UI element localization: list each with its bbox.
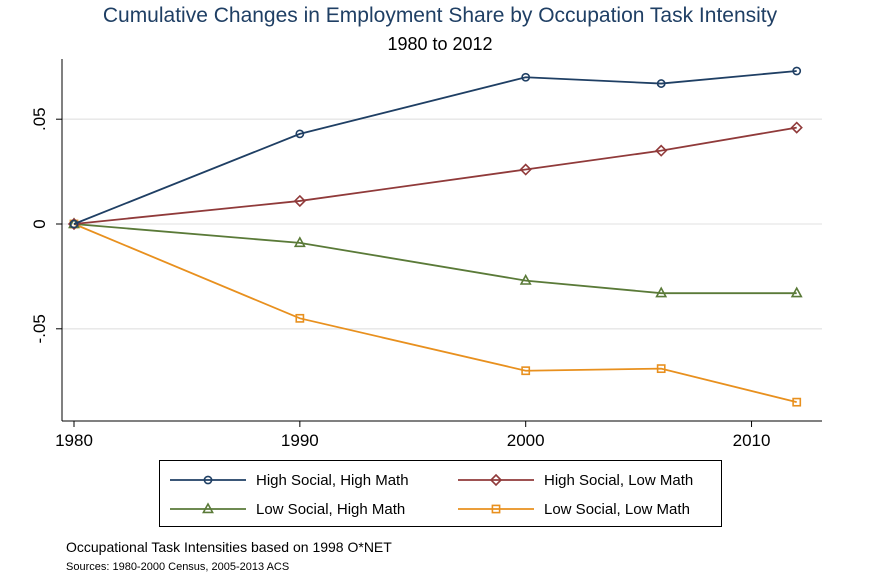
series-low-social-low-math: [69, 219, 802, 407]
x-tick-label: 1990: [281, 431, 319, 450]
x-tick-label: 2010: [733, 431, 771, 450]
data-point-low-social-low-math: [521, 366, 531, 376]
chart-note: Occupational Task Intensities based on 1…: [66, 539, 392, 555]
legend-swatch-marker: [491, 504, 501, 514]
data-point-low-social-low-math: [792, 397, 802, 407]
series-line-low-social-high-math: [73, 223, 797, 295]
axes-layer: -.05 0 .05 1980 1990 2000 2010: [30, 59, 822, 450]
data-point-low-social-low-math: [656, 364, 666, 374]
legend-item-low-social-high-math: Low Social, High Math: [170, 498, 405, 520]
legend-item-high-social-high-math: High Social, High Math: [170, 469, 409, 491]
legend-label: High Social, High Math: [256, 471, 409, 489]
series-high-social-low-math: [67, 121, 803, 231]
series-line-high-social-low-math: [73, 126, 797, 225]
legend-swatch-high-social-high-math: [170, 475, 246, 485]
series-layer: [67, 66, 803, 407]
chart-source: Sources: 1980-2000 Census, 2005-2013 ACS: [66, 561, 290, 573]
legend-swatch-marker: [202, 502, 214, 514]
data-point-high-social-low-math: [790, 121, 803, 134]
legend-swatch-high-social-low-math: [458, 473, 534, 487]
data-point-low-social-high-math: [790, 286, 803, 298]
series-line-high-social-high-math: [73, 70, 797, 225]
data-point-high-social-high-math: [69, 219, 79, 229]
legend-item-low-social-low-math: Low Social, Low Math: [458, 498, 690, 520]
legend-swatch-low-social-high-math: [170, 502, 246, 514]
y-tick-label: .05: [30, 107, 49, 131]
series-line-low-social-low-math: [73, 223, 797, 404]
data-point-high-social-high-math: [521, 72, 531, 82]
chart-title: Cumulative Changes in Employment Share b…: [102, 4, 778, 27]
chart-subtitle: 1980 to 2012: [387, 34, 493, 54]
y-tick-label: 0: [30, 219, 49, 228]
data-point-high-social-high-math: [656, 79, 666, 88]
y-tick-label: -.05: [30, 314, 49, 343]
data-point-high-social-low-math: [655, 144, 668, 157]
series-high-social-high-math: [69, 66, 802, 229]
data-point-low-social-high-math: [655, 286, 668, 298]
legend-swatch-marker: [203, 475, 213, 485]
x-tick-label: 2000: [507, 431, 545, 450]
legend-item-high-social-low-math: High Social, Low Math: [458, 469, 693, 491]
legend-swatch-low-social-low-math: [458, 504, 534, 514]
data-point-high-social-low-math: [293, 194, 306, 208]
data-point-low-social-high-math: [519, 273, 532, 285]
data-point-high-social-high-math: [295, 129, 305, 139]
data-point-low-social-high-math: [293, 236, 306, 248]
series-low-social-high-math: [68, 217, 803, 298]
data-point-high-social-low-math: [519, 163, 532, 176]
x-tick-label: 1980: [55, 431, 93, 450]
legend-label: High Social, Low Math: [544, 471, 694, 489]
legend-swatch-marker: [489, 473, 503, 487]
legend: High Social, High Math High Social, Low …: [159, 460, 722, 527]
legend-label: Low Social, High Math: [256, 500, 406, 518]
data-point-high-social-high-math: [792, 66, 802, 76]
data-point-low-social-low-math: [295, 313, 305, 323]
legend-label: Low Social, Low Math: [544, 500, 690, 518]
grid-layer: [62, 118, 822, 330]
